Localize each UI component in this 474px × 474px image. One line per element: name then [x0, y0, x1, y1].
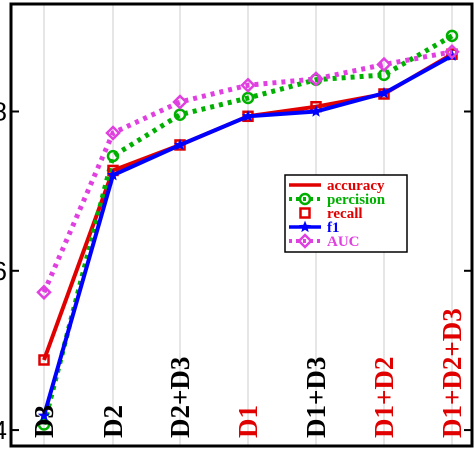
legend-item-f1: f1 — [289, 220, 340, 236]
y-tick-label: 6 — [0, 256, 7, 286]
legend-label: AUC — [327, 234, 360, 250]
f1-point-5 — [377, 86, 391, 99]
AUC-point-4 — [308, 71, 324, 87]
f1-point-4 — [309, 105, 323, 117]
legend-label: recall — [327, 206, 363, 222]
f1-point-3 — [241, 109, 255, 122]
x-axis: D3 D2 D2+D3 D1 D1+D3 D1+D2 D1+D2+D3 — [29, 308, 467, 438]
x-tick-label: D1+D2 — [369, 357, 399, 438]
legend-item-AUC: AUC — [289, 233, 360, 250]
series-layer — [36, 29, 460, 431]
legend-item-percision: percision — [289, 192, 386, 208]
legend-label: f1 — [327, 220, 340, 236]
f1-point-1 — [106, 168, 120, 181]
AUC-point-legend — [297, 233, 313, 249]
AUC-point-5 — [376, 56, 392, 73]
x-tick-label: D1+D3 — [301, 357, 331, 438]
f1-point-2 — [173, 138, 187, 151]
AUC-point-0 — [36, 284, 52, 301]
y-tick-label: 4 — [0, 415, 7, 445]
x-tick-label: D3 — [29, 405, 59, 438]
AUC-point-6 — [444, 44, 460, 60]
legend-item-accuracy: accuracy — [289, 178, 385, 194]
AUC-point-2 — [172, 94, 188, 110]
recall-point-0 — [38, 354, 50, 366]
AUC-point-1 — [105, 125, 121, 141]
y-axis: 4 6 8 — [0, 97, 472, 445]
percision-point-6 — [445, 29, 459, 43]
x-tick-label: D2+D3 — [165, 357, 195, 438]
percision-point-legend — [298, 192, 312, 206]
x-tick-label: D2 — [98, 405, 128, 438]
series-f1 — [37, 49, 459, 421]
y-tick-label: 8 — [0, 97, 7, 127]
plot-frame — [9, 2, 474, 448]
percision-point-1 — [106, 149, 120, 163]
f1-point-0 — [37, 409, 51, 421]
percision-point-0 — [37, 418, 51, 431]
x-tick-label: D1 — [233, 405, 263, 438]
series-line-AUC — [41, 49, 453, 294]
legend-label: percision — [327, 192, 386, 208]
legend-item-recall: recall — [299, 206, 363, 222]
x-tick-label: D1+D2+D3 — [437, 308, 467, 438]
recall-point-legend — [299, 207, 311, 219]
legend-label: accuracy — [327, 178, 385, 194]
AUC-point-3 — [240, 77, 256, 94]
f1-point-legend — [298, 220, 312, 233]
series-AUC — [36, 44, 460, 301]
series-line-percision — [41, 33, 454, 426]
